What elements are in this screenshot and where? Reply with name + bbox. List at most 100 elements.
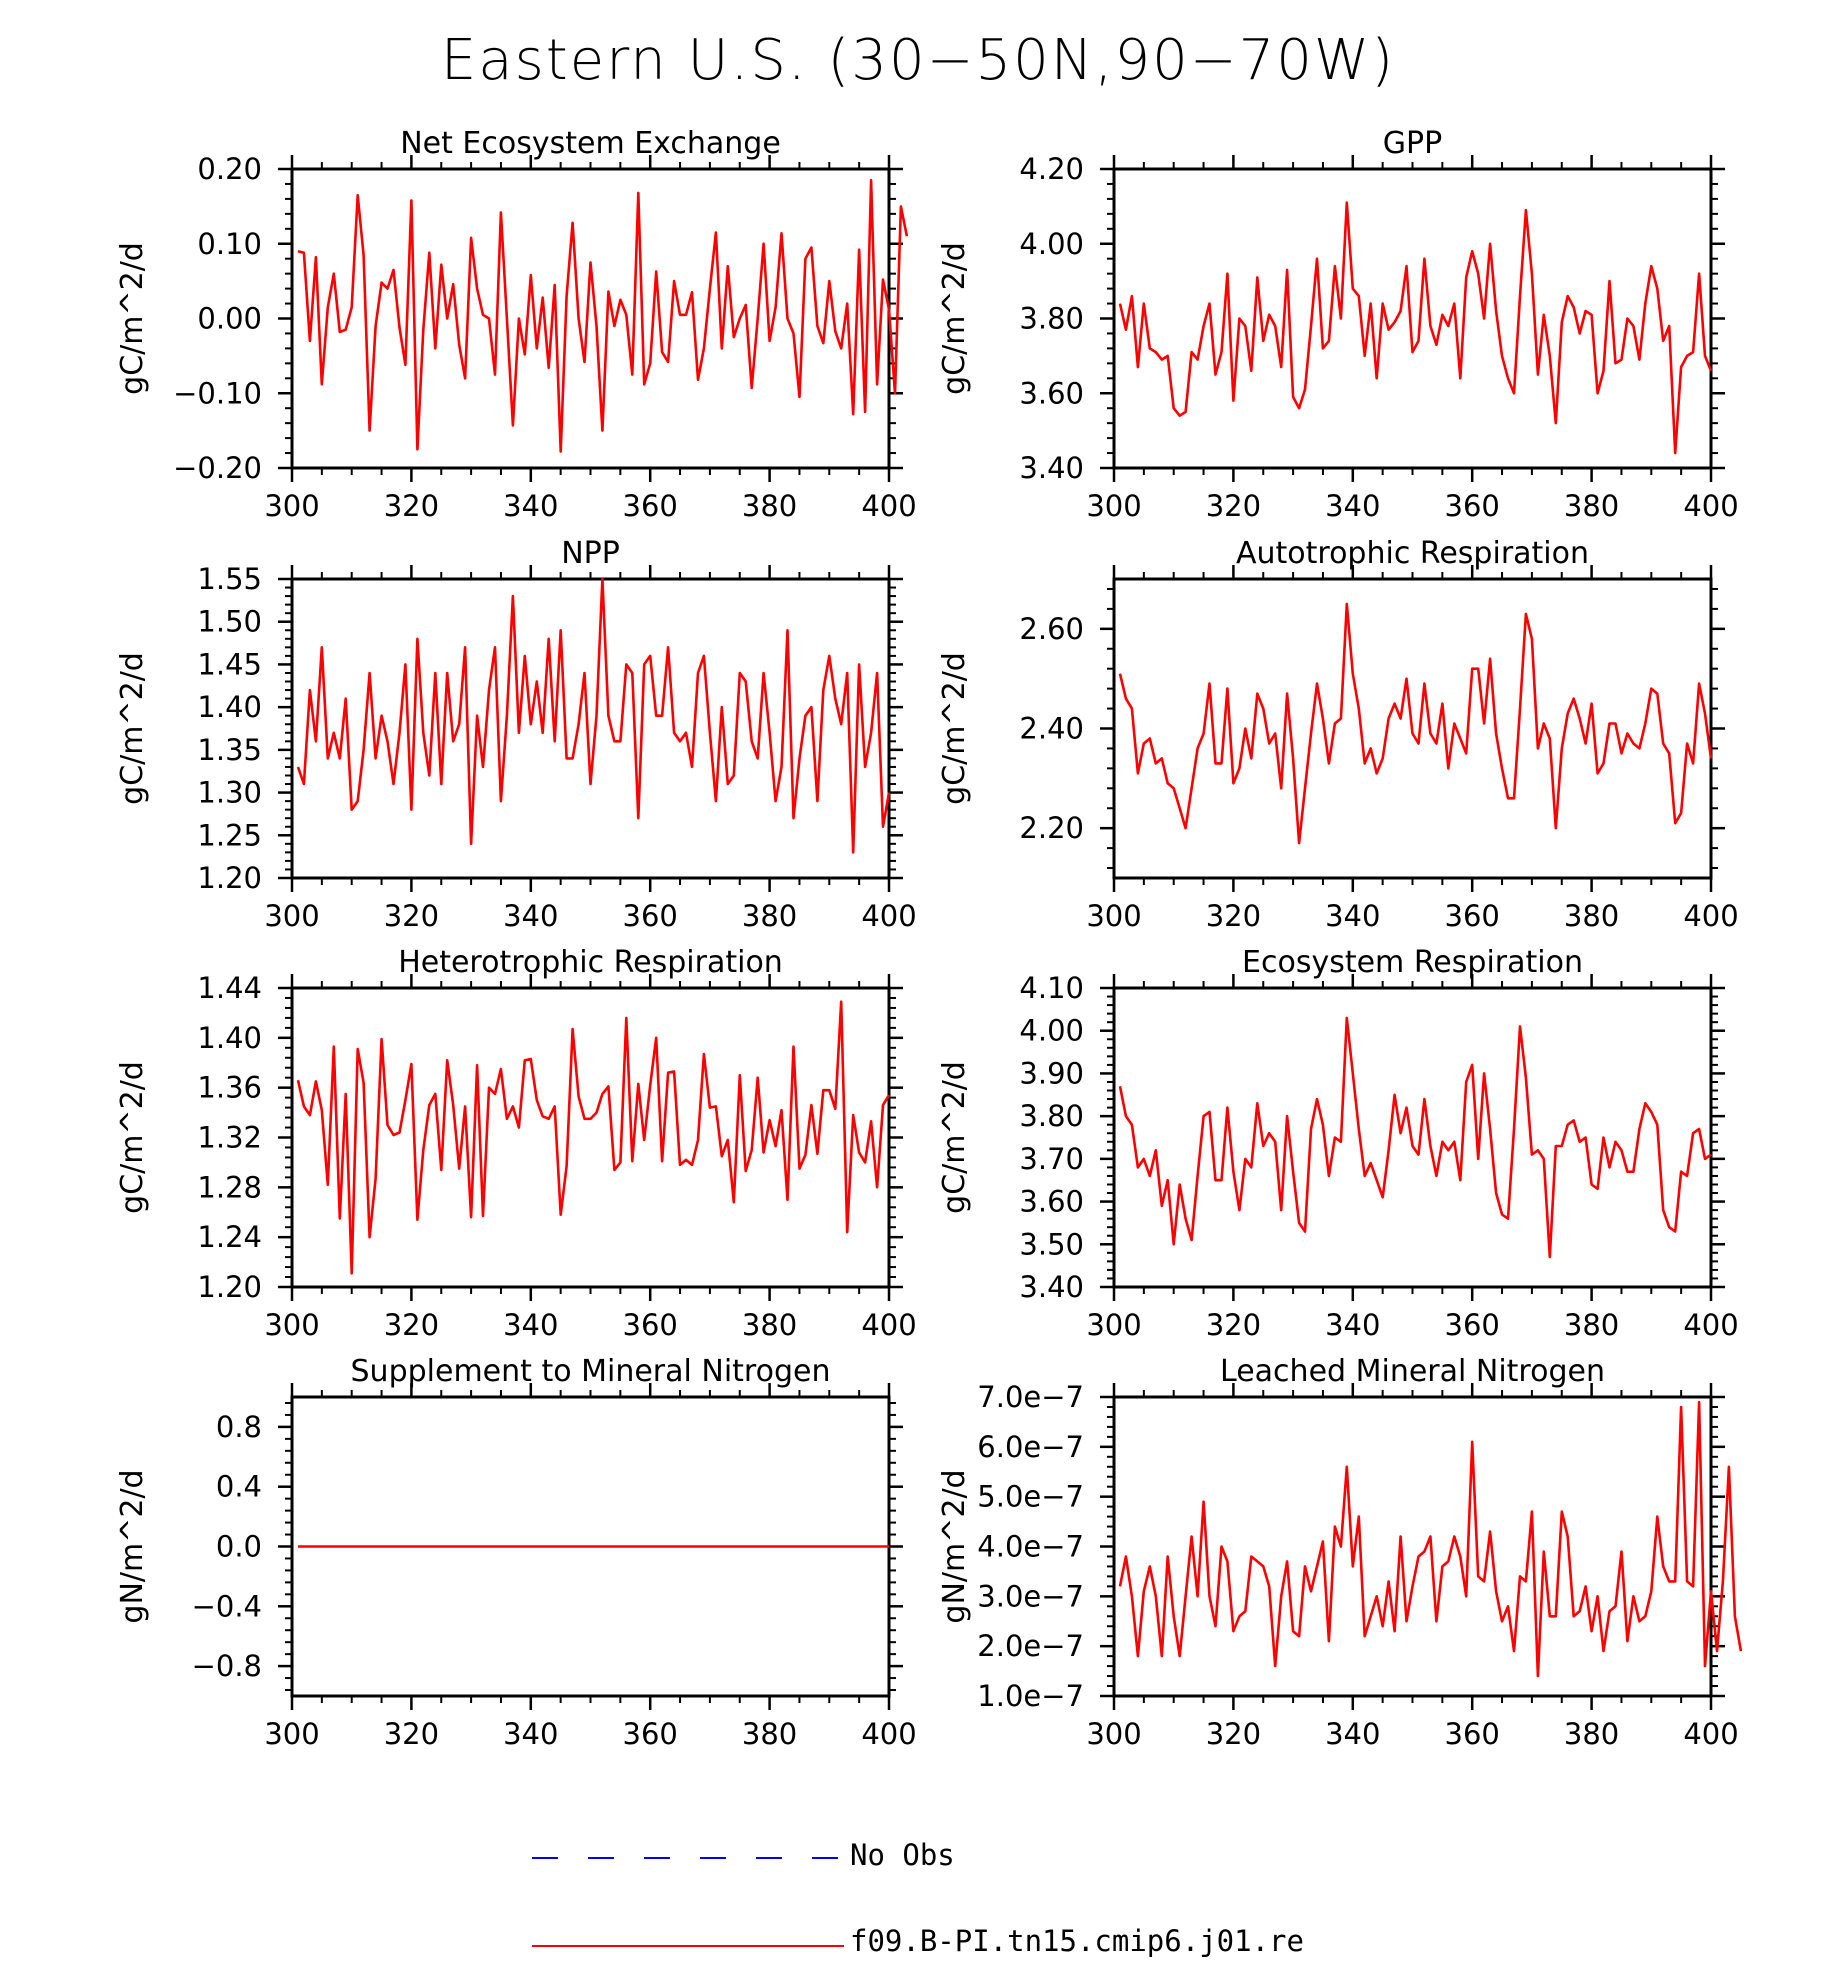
x-tick-label: 300	[1086, 1717, 1141, 1751]
y-axis-label: gC/m^2/d	[937, 242, 972, 395]
y-tick-label: 4.20	[1019, 152, 1084, 186]
y-tick-label: 3.70	[1019, 1142, 1084, 1176]
chart-panel-2: GPP 300 320 340 360 380 400 3.40 3.60 3.80 4.00 4.2…	[937, 126, 1739, 523]
chart-panel-4: Autotrophic Respiration 300 320 340 360 380 40…	[937, 536, 1739, 933]
x-tick-label: 400	[1683, 1717, 1738, 1751]
x-tick-label: 300	[264, 899, 319, 933]
y-axis-label: gC/m^2/d	[115, 1061, 150, 1214]
x-tick-label: 340	[1325, 1717, 1380, 1751]
x-tick-label: 380	[742, 1308, 797, 1342]
page-title: Eastern U.S. (30−50N,90−70W)	[440, 28, 1396, 93]
y-axis-label: gN/m^2/d	[115, 1469, 150, 1623]
legend-obs-label: No Obs	[850, 1838, 955, 1872]
y-tick-label: 1.36	[197, 1071, 262, 1105]
y-tick-label: 4.10	[1019, 971, 1084, 1005]
x-tick-label: 400	[1683, 489, 1738, 523]
y-tick-label: −0.8	[192, 1649, 262, 1683]
y-tick-label: 1.50	[197, 605, 262, 639]
x-tick-label: 380	[742, 489, 797, 523]
y-tick-label: −0.4	[192, 1589, 262, 1623]
panel-title: GPP	[1383, 126, 1442, 161]
y-tick-label: 1.20	[197, 861, 262, 895]
x-tick-label: 380	[742, 899, 797, 933]
y-tick-label: 4.0e−7	[977, 1530, 1084, 1564]
y-axis-label: gC/m^2/d	[937, 652, 972, 805]
y-tick-label: 2.0e−7	[977, 1629, 1084, 1663]
y-tick-label: 0.20	[197, 152, 262, 186]
x-tick-label: 360	[623, 1308, 678, 1342]
y-tick-label: 3.40	[1019, 451, 1084, 485]
x-tick-label: 320	[1206, 1717, 1261, 1751]
plot-frame	[290, 986, 891, 1289]
chart-panel-1: Net Ecosystem Exchange 300 320 340 360 380 400…	[115, 126, 917, 523]
series-line	[296, 577, 891, 854]
y-tick-label: 1.40	[197, 1021, 262, 1055]
x-tick-label: 320	[384, 489, 439, 523]
x-tick-label: 340	[503, 1717, 558, 1751]
plot-frame	[290, 167, 891, 470]
x-tick-label: 360	[1445, 1717, 1500, 1751]
series-line	[1118, 602, 1713, 845]
chart-panel-7: Supplement to Mineral Nitrogen 300 320 340 3…	[115, 1354, 917, 1751]
y-tick-label: 4.00	[1019, 1014, 1084, 1048]
y-tick-label: −0.20	[173, 451, 262, 485]
x-tick-label: 400	[1683, 899, 1738, 933]
y-tick-label: 7.0e−7	[977, 1380, 1084, 1414]
plot-frame	[290, 577, 891, 880]
y-tick-label: 1.32	[197, 1121, 262, 1155]
panel-title: Net Ecosystem Exchange	[400, 126, 781, 161]
chart-panel-5: Heterotrophic Respiration 300 320 340 360 380…	[115, 945, 917, 1342]
x-tick-label: 400	[1683, 1308, 1738, 1342]
y-tick-label: 1.0e−7	[977, 1679, 1084, 1713]
chart-panel-6: Ecosystem Respiration 300 320 340 360 380 400 3…	[937, 945, 1739, 1342]
x-tick-label: 340	[503, 489, 558, 523]
x-tick-label: 300	[1086, 899, 1141, 933]
y-tick-label: 6.0e−7	[977, 1430, 1084, 1464]
y-tick-label: 3.80	[1019, 1099, 1084, 1133]
panel-title: Heterotrophic Respiration	[398, 945, 783, 980]
x-tick-label: 340	[503, 899, 558, 933]
y-tick-label: −0.10	[173, 376, 262, 410]
panel-title: Supplement to Mineral Nitrogen	[351, 1354, 831, 1389]
x-tick-label: 360	[623, 489, 678, 523]
plot-frame	[1112, 1395, 1713, 1698]
y-axis-label: gC/m^2/d	[937, 1061, 972, 1214]
x-tick-label: 320	[1206, 489, 1261, 523]
series-line	[1118, 201, 1713, 455]
x-tick-label: 340	[1325, 489, 1380, 523]
y-axis-label: gC/m^2/d	[115, 242, 150, 395]
y-tick-label: 3.80	[1019, 302, 1084, 336]
y-tick-label: 1.24	[197, 1220, 262, 1254]
y-tick-label: 3.50	[1019, 1227, 1084, 1261]
y-tick-label: 1.20	[197, 1270, 262, 1304]
y-tick-label: 2.40	[1019, 712, 1084, 746]
y-tick-label: 4.00	[1019, 227, 1084, 261]
x-tick-label: 380	[1564, 1308, 1619, 1342]
x-tick-label: 360	[623, 899, 678, 933]
panel-title: Ecosystem Respiration	[1242, 945, 1583, 980]
y-tick-label: 1.55	[197, 562, 262, 596]
y-tick-label: 3.60	[1019, 376, 1084, 410]
y-tick-label: 1.35	[197, 733, 262, 767]
x-tick-label: 380	[1564, 489, 1619, 523]
y-tick-label: 0.10	[197, 227, 262, 261]
y-tick-label: 0.8	[216, 1410, 262, 1444]
series-line	[296, 1000, 891, 1275]
y-axis-label: gN/m^2/d	[937, 1469, 972, 1623]
x-tick-label: 360	[623, 1717, 678, 1751]
series-line	[1118, 1016, 1712, 1259]
chart-panel-3: NPP 300 320 340 360 380 400 1.20 1.25 1.30 1.35 1.4…	[115, 536, 917, 933]
legend-obs: No Obs	[532, 1838, 992, 1878]
y-tick-label: 2.60	[1019, 612, 1084, 646]
panel-title: NPP	[561, 536, 620, 571]
x-tick-label: 320	[384, 1717, 439, 1751]
x-tick-label: 320	[384, 899, 439, 933]
y-tick-label: 0.00	[197, 302, 262, 336]
y-tick-label: 1.28	[197, 1170, 262, 1204]
x-tick-label: 340	[1325, 899, 1380, 933]
x-tick-label: 300	[1086, 1308, 1141, 1342]
x-tick-label: 320	[1206, 1308, 1261, 1342]
x-tick-label: 300	[264, 1308, 319, 1342]
series-line	[1118, 1400, 1743, 1678]
